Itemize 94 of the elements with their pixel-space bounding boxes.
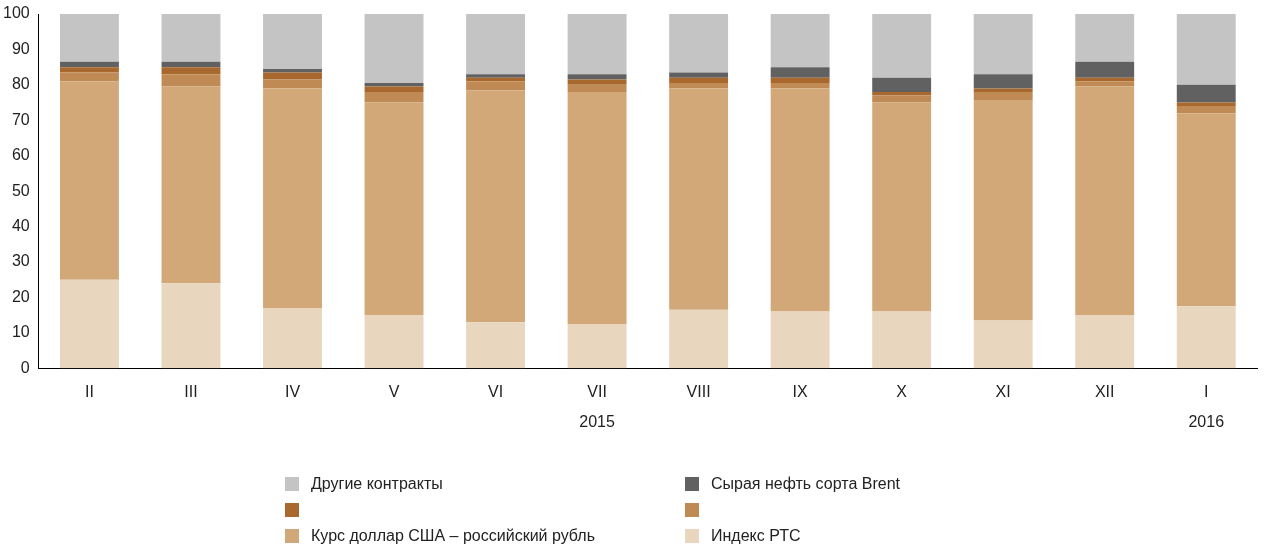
y-tick-label: 30 bbox=[11, 252, 30, 270]
bar bbox=[364, 315, 424, 369]
bar bbox=[1176, 113, 1236, 307]
y-tick-label: 70 bbox=[11, 110, 30, 128]
legend-label: Индекс РТС bbox=[711, 527, 801, 545]
bar bbox=[466, 74, 525, 78]
y-tick-label: 90 bbox=[11, 39, 30, 57]
bar bbox=[872, 102, 932, 312]
x-tick-label: IV bbox=[284, 382, 301, 400]
bar bbox=[161, 283, 221, 369]
bar bbox=[161, 74, 221, 87]
legend-label: Другие контракты bbox=[311, 475, 443, 493]
bar bbox=[973, 74, 1033, 89]
bar bbox=[872, 311, 932, 369]
bar bbox=[1176, 84, 1236, 103]
x-tick-label: II bbox=[85, 382, 94, 400]
bar bbox=[973, 14, 1033, 75]
bar bbox=[669, 88, 729, 310]
x-tick-label: VII 2015 bbox=[579, 382, 615, 431]
bar bbox=[364, 91, 424, 103]
bar bbox=[60, 81, 119, 280]
bar bbox=[770, 311, 830, 369]
x-tick-label: V bbox=[388, 382, 400, 400]
bar bbox=[770, 83, 830, 89]
bar bbox=[60, 279, 119, 369]
bar bbox=[263, 14, 322, 69]
bar bbox=[466, 322, 525, 369]
bar bbox=[567, 84, 627, 92]
bar bbox=[161, 14, 221, 62]
bar bbox=[466, 90, 525, 323]
legend-label: Курс доллар США – российский рубль bbox=[311, 527, 595, 545]
y-tick-label: 10 bbox=[11, 323, 30, 341]
bar bbox=[161, 86, 221, 284]
bar bbox=[567, 79, 627, 85]
y-tick-label: 0 bbox=[20, 358, 30, 376]
bar bbox=[466, 14, 525, 75]
bar bbox=[263, 72, 322, 80]
bar bbox=[364, 83, 424, 87]
bar bbox=[60, 72, 119, 82]
bar bbox=[60, 67, 119, 73]
x-tick-label: VI bbox=[488, 382, 504, 400]
bar bbox=[770, 67, 830, 78]
bar bbox=[161, 61, 221, 68]
x-tick-label: XII bbox=[1094, 382, 1115, 400]
bar bbox=[669, 77, 729, 84]
y-tick-label: 50 bbox=[11, 181, 30, 199]
bar bbox=[263, 307, 322, 369]
y-tick-label: 40 bbox=[11, 216, 30, 234]
bar bbox=[1075, 81, 1135, 87]
bar bbox=[567, 91, 627, 324]
bar bbox=[567, 323, 627, 369]
x-tick-label: III bbox=[184, 382, 198, 400]
legend-label: Сырая нефть сорта Brent bbox=[711, 475, 900, 493]
x-tick-label: IX bbox=[792, 382, 809, 400]
x-tick-label: I 2016 bbox=[1188, 382, 1225, 431]
bar bbox=[669, 83, 729, 89]
bar bbox=[973, 100, 1033, 321]
bar bbox=[161, 67, 221, 75]
bar bbox=[1176, 106, 1236, 114]
bar bbox=[872, 14, 932, 78]
bar bbox=[466, 81, 525, 91]
bar bbox=[60, 14, 119, 62]
bar bbox=[973, 91, 1033, 101]
y-tick-label: 60 bbox=[11, 146, 30, 164]
bar bbox=[872, 77, 932, 92]
x-tick-label: X bbox=[896, 382, 908, 400]
bar bbox=[1075, 61, 1135, 78]
bar bbox=[364, 102, 424, 316]
bar bbox=[1075, 86, 1135, 316]
bar bbox=[263, 79, 322, 89]
y-tick-label: 100 bbox=[2, 4, 30, 22]
bar bbox=[263, 88, 322, 308]
x-tick-label: XI bbox=[995, 382, 1011, 400]
bar bbox=[973, 320, 1033, 369]
x-tick-label: VIII bbox=[686, 382, 711, 400]
bar bbox=[364, 14, 424, 84]
bar bbox=[669, 14, 729, 73]
bar bbox=[770, 14, 830, 68]
bar bbox=[364, 86, 424, 92]
bar bbox=[567, 74, 627, 80]
y-tick-label: 80 bbox=[11, 75, 30, 93]
bar bbox=[60, 61, 119, 68]
bar bbox=[872, 95, 932, 103]
y-tick-label: 20 bbox=[11, 287, 30, 305]
bar bbox=[770, 77, 830, 84]
bar bbox=[1176, 14, 1236, 85]
bar bbox=[1075, 14, 1135, 62]
bar bbox=[973, 88, 1033, 92]
bar bbox=[669, 309, 729, 369]
bar bbox=[567, 14, 627, 75]
bar bbox=[1176, 306, 1236, 369]
bar bbox=[669, 72, 729, 78]
bar bbox=[1075, 315, 1135, 369]
bar bbox=[770, 88, 830, 312]
